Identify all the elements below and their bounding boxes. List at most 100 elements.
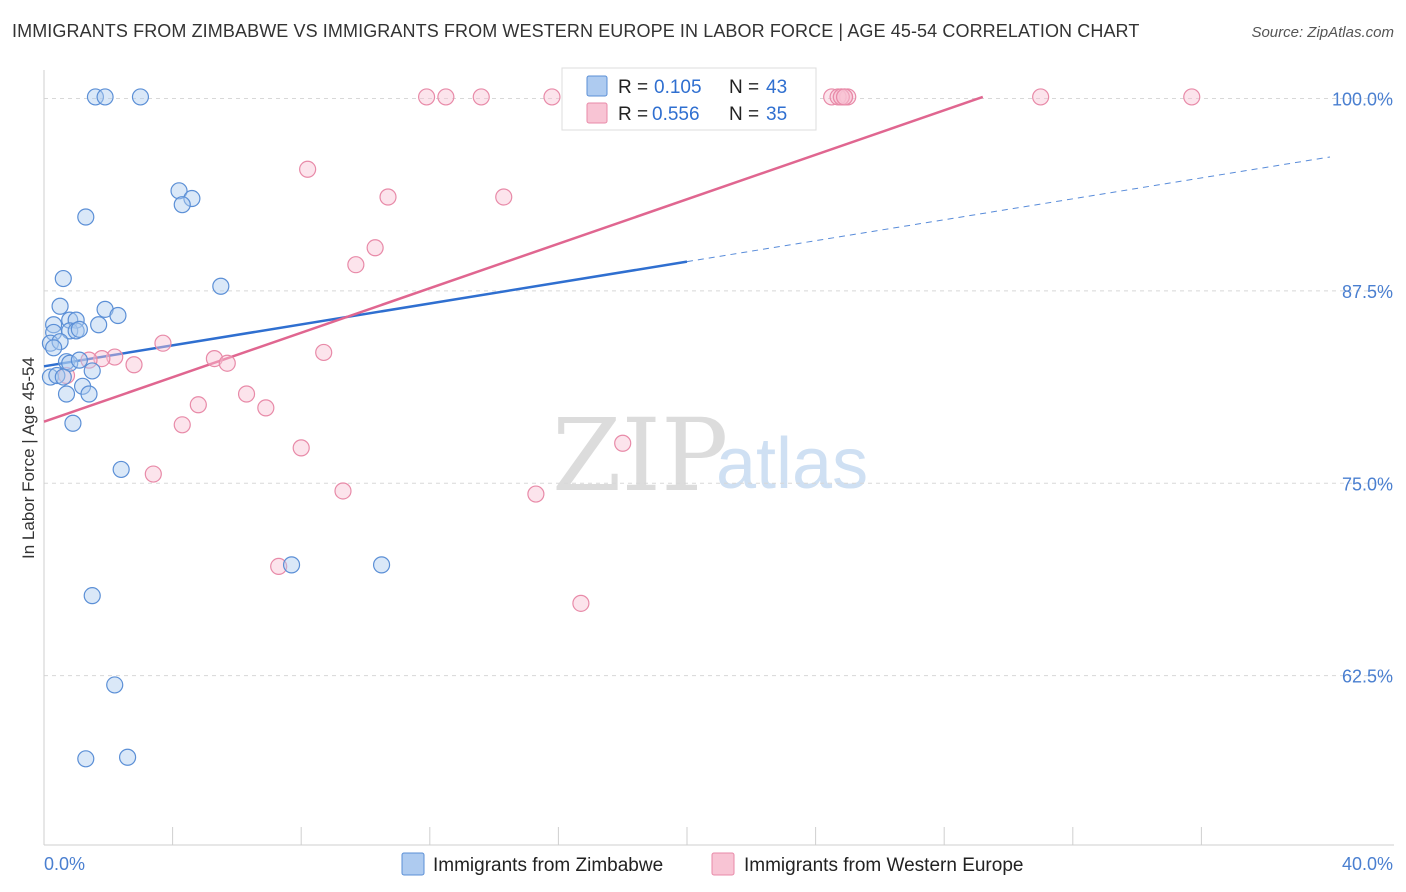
bottom-legend-label-zimbabwe: Immigrants from Zimbabwe: [433, 855, 663, 876]
point-western-europe: [1032, 88, 1050, 106]
point-zimbabwe: [183, 189, 201, 208]
point-western-europe: [835, 88, 854, 106]
point-zimbabwe: [70, 351, 88, 369]
point-western-europe: [417, 88, 436, 106]
point-western-europe: [472, 88, 490, 106]
point-zimbabwe: [131, 88, 150, 106]
series-zimbabwe-points: [41, 88, 584, 768]
point-western-europe: [270, 557, 288, 575]
legend-r-value-1: 0.105: [654, 77, 702, 98]
trend-line-zimbabwe: [43, 260, 688, 368]
point-western-europe: [527, 485, 545, 503]
bottom-legend-label-western-europe: Immigrants from Western Europe: [744, 855, 1023, 876]
point-zimbabwe: [64, 414, 82, 432]
series-legend: Immigrants from Zimbabwe Immigrants from…: [401, 852, 1023, 876]
point-western-europe: [144, 465, 162, 483]
point-western-europe: [257, 399, 275, 417]
legend-swatch-western-europe: [586, 102, 608, 124]
point-western-europe: [572, 594, 590, 612]
legend-n-value-1: 43: [766, 77, 787, 98]
y-tick-label: 62.5%: [1342, 667, 1393, 687]
y-tick-label: 75.0%: [1342, 474, 1393, 494]
trend-line-zimbabwe-extension: [686, 156, 1331, 263]
watermark-atlas: atlas: [716, 424, 868, 504]
point-zimbabwe: [51, 333, 69, 351]
point-zimbabwe: [96, 88, 114, 106]
y-tick-label: 100.0%: [1332, 89, 1393, 109]
point-western-europe: [1183, 88, 1201, 106]
point-western-europe: [189, 396, 207, 414]
point-western-europe: [334, 482, 352, 500]
point-western-europe: [614, 434, 632, 452]
point-zimbabwe: [77, 208, 95, 226]
x-ticks: [172, 827, 1202, 845]
legend-n-label-2: N =: [729, 104, 759, 125]
x-tick-label: 40.0%: [1342, 854, 1393, 874]
point-zimbabwe: [61, 354, 79, 372]
bottom-legend-swatch-zimbabwe: [401, 852, 425, 876]
bottom-legend-swatch-western-europe: [711, 852, 735, 876]
y-tick-label: 87.5%: [1342, 282, 1393, 302]
stats-legend: R = 0.105 N = 43 R = 0.556 N = 35: [561, 67, 817, 131]
point-zimbabwe: [170, 182, 188, 200]
point-western-europe: [347, 256, 365, 274]
legend-swatch-zimbabwe: [586, 75, 608, 97]
point-zimbabwe: [70, 320, 88, 338]
watermark-zip: ZIP: [552, 397, 728, 514]
legend-n-label-1: N =: [729, 77, 759, 98]
point-zimbabwe: [109, 306, 127, 325]
point-western-europe: [543, 88, 561, 106]
point-zimbabwe: [90, 316, 108, 334]
point-zimbabwe: [83, 587, 101, 605]
trend-line-western-europe: [43, 95, 984, 423]
series-western-europe-points: [57, 88, 1201, 612]
point-zimbabwe: [118, 748, 137, 766]
y-tick-labels: 100.0% 87.5% 75.0% 62.5%: [1332, 89, 1393, 686]
point-zimbabwe: [80, 385, 98, 403]
chart-title: IMMIGRANTS FROM ZIMBABWE VS IMMIGRANTS F…: [12, 21, 1140, 41]
legend-n-value-2: 35: [766, 104, 787, 125]
legend-r-value-2: 0.556: [652, 104, 700, 125]
point-zimbabwe: [45, 339, 63, 357]
point-western-europe: [80, 351, 98, 369]
point-zimbabwe: [77, 750, 95, 768]
point-western-europe: [125, 356, 143, 374]
point-zimbabwe: [173, 196, 191, 214]
point-western-europe: [299, 160, 317, 178]
point-western-europe: [366, 239, 384, 257]
point-western-europe: [437, 88, 455, 106]
point-western-europe: [218, 354, 236, 372]
point-zimbabwe: [54, 269, 72, 288]
point-zimbabwe: [112, 460, 130, 479]
point-zimbabwe: [212, 277, 230, 295]
point-western-europe: [173, 416, 191, 434]
point-western-europe: [315, 343, 333, 362]
point-zimbabwe: [41, 368, 60, 386]
point-western-europe: [379, 188, 397, 206]
point-zimbabwe: [51, 297, 69, 315]
legend-r-label-1: R =: [618, 77, 648, 98]
x-tick-labels: 0.0% 40.0%: [44, 854, 1393, 874]
point-western-europe: [292, 439, 310, 457]
point-western-europe: [205, 350, 223, 368]
point-zimbabwe: [86, 88, 105, 106]
point-zimbabwe: [48, 366, 66, 385]
point-zimbabwe: [54, 368, 72, 386]
point-western-europe: [93, 350, 111, 368]
point-zimbabwe: [83, 362, 101, 380]
y-axis-title: In Labor Force | Age 45-54: [19, 357, 38, 559]
legend-r-label-2: R =: [618, 104, 648, 125]
watermark: ZIP atlas: [552, 397, 868, 514]
point-western-europe: [106, 348, 124, 366]
point-zimbabwe: [106, 676, 124, 694]
point-zimbabwe: [282, 556, 301, 574]
point-zimbabwe: [57, 385, 76, 403]
point-western-europe: [495, 188, 513, 206]
axes: [43, 70, 1394, 846]
x-tick-label: 0.0%: [44, 854, 85, 874]
source-credit: Source: ZipAtlas.com: [1251, 24, 1394, 41]
point-western-europe: [154, 334, 172, 352]
point-western-europe: [237, 385, 256, 403]
trend-lines: [43, 95, 1331, 423]
